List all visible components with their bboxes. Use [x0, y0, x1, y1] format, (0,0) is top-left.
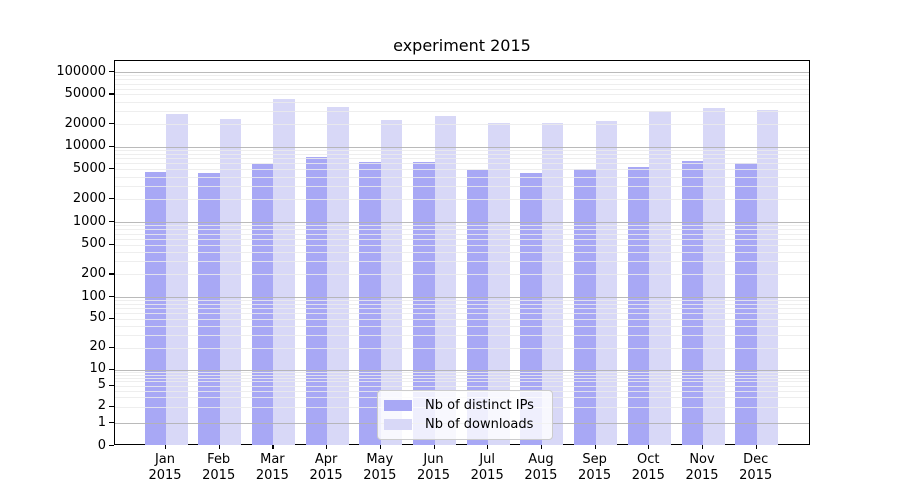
- bar-downloads: [273, 98, 295, 445]
- y-tick-mark: [109, 296, 114, 298]
- x-tick-mark: [755, 445, 757, 449]
- bar-distinct-ips: [627, 166, 650, 445]
- bar-distinct-ips: [198, 173, 220, 445]
- x-tick-mark: [433, 445, 435, 449]
- bar-distinct-ips: [574, 168, 596, 445]
- legend-item-distinct-ips: Nb of distinct IPs: [384, 396, 544, 415]
- x-tick-label: Dec 2015: [739, 452, 773, 483]
- y-tick-label: 10000: [64, 138, 106, 153]
- y-tick-mark: [109, 93, 114, 95]
- bar-distinct-ips: [735, 162, 757, 445]
- legend-swatch-distinct-ips: [384, 400, 412, 411]
- x-tick-mark: [648, 445, 650, 449]
- bar-distinct-ips: [359, 161, 381, 445]
- y-tick-label: 10: [89, 361, 106, 376]
- bar-downloads: [541, 123, 564, 445]
- y-tick-label: 500: [81, 236, 106, 252]
- bar-downloads: [488, 122, 510, 445]
- bar-downloads: [649, 111, 671, 445]
- x-tick-label: Aug 2015: [524, 452, 558, 483]
- y-tick-label: 2000: [72, 190, 106, 206]
- x-tick-label: Oct 2015: [631, 452, 665, 483]
- bar-distinct-ips: [144, 171, 166, 445]
- legend-item-downloads: Nb of downloads: [384, 415, 544, 434]
- x-tick-mark: [165, 445, 167, 449]
- x-tick-mark: [218, 445, 220, 449]
- x-tick-label: Jul 2015: [470, 452, 504, 483]
- y-tick-mark: [109, 145, 114, 147]
- plot-area: [114, 60, 810, 445]
- x-tick-label: Jan 2015: [148, 452, 182, 483]
- y-tick-mark: [109, 384, 114, 386]
- legend-label-downloads: Nb of downloads: [425, 417, 534, 432]
- x-tick-label: Apr 2015: [309, 452, 343, 483]
- legend-label-distinct-ips: Nb of distinct IPs: [425, 398, 534, 413]
- y-tick-label: 20: [89, 339, 106, 355]
- chart-title: experiment 2015: [393, 36, 531, 55]
- bar-downloads: [703, 108, 725, 445]
- x-tick-label: Nov 2015: [685, 452, 719, 483]
- x-tick-mark: [540, 445, 543, 449]
- y-tick-mark: [109, 168, 114, 170]
- x-tick-label: Mar 2015: [255, 452, 289, 483]
- y-tick-mark: [109, 317, 114, 319]
- y-tick-label: 100: [81, 288, 106, 304]
- y-tick-label: 100000: [56, 63, 106, 79]
- bars-layer: [115, 61, 809, 445]
- y-tick-label: 2: [97, 398, 106, 414]
- y-tick-label: 5000: [72, 160, 106, 176]
- x-tick-label: Feb 2015: [202, 452, 236, 483]
- bar-downloads: [327, 106, 349, 445]
- y-tick-mark: [109, 198, 114, 200]
- x-tick-mark: [702, 445, 704, 449]
- y-tick-mark: [109, 71, 114, 73]
- legend-swatch-downloads: [384, 419, 412, 430]
- y-tick-mark: [109, 123, 114, 125]
- legend: Nb of distinct IPs Nb of downloads: [377, 390, 553, 440]
- bar-downloads: [219, 118, 242, 445]
- y-tick-mark: [109, 405, 114, 408]
- y-tick-mark: [109, 346, 114, 348]
- y-tick-label: 200: [81, 265, 106, 281]
- x-tick-label: May 2015: [363, 452, 397, 483]
- y-tick-label: 1: [97, 414, 106, 430]
- bar-downloads: [756, 109, 779, 445]
- bar-distinct-ips: [305, 157, 328, 445]
- y-tick-label: 0: [97, 437, 106, 453]
- x-tick-mark: [487, 445, 489, 449]
- bar-downloads: [166, 114, 188, 445]
- y-tick-label: 1000: [72, 213, 106, 229]
- y-tick-mark: [109, 243, 114, 245]
- x-tick-mark: [594, 445, 596, 449]
- y-tick-mark: [109, 221, 114, 223]
- y-tick-label: 20000: [64, 115, 106, 131]
- bar-downloads: [380, 119, 403, 445]
- x-tick-label: Sep 2015: [578, 452, 612, 483]
- y-tick-label: 50: [89, 310, 106, 326]
- y-tick-mark: [109, 368, 114, 370]
- y-tick-mark: [109, 422, 114, 424]
- x-tick-label: Jun 2015: [416, 452, 451, 483]
- bar-downloads: [434, 116, 456, 445]
- bar-distinct-ips: [413, 162, 435, 445]
- y-tick-mark: [109, 445, 114, 447]
- y-tick-label: 5: [97, 377, 106, 393]
- x-tick-mark: [272, 445, 274, 449]
- x-tick-mark: [326, 445, 328, 449]
- bar-downloads: [595, 120, 618, 445]
- bar-distinct-ips: [251, 164, 274, 445]
- bar-distinct-ips: [681, 160, 703, 445]
- y-tick-label: 50000: [64, 85, 106, 101]
- x-tick-mark: [379, 445, 381, 449]
- y-tick-mark: [109, 273, 114, 275]
